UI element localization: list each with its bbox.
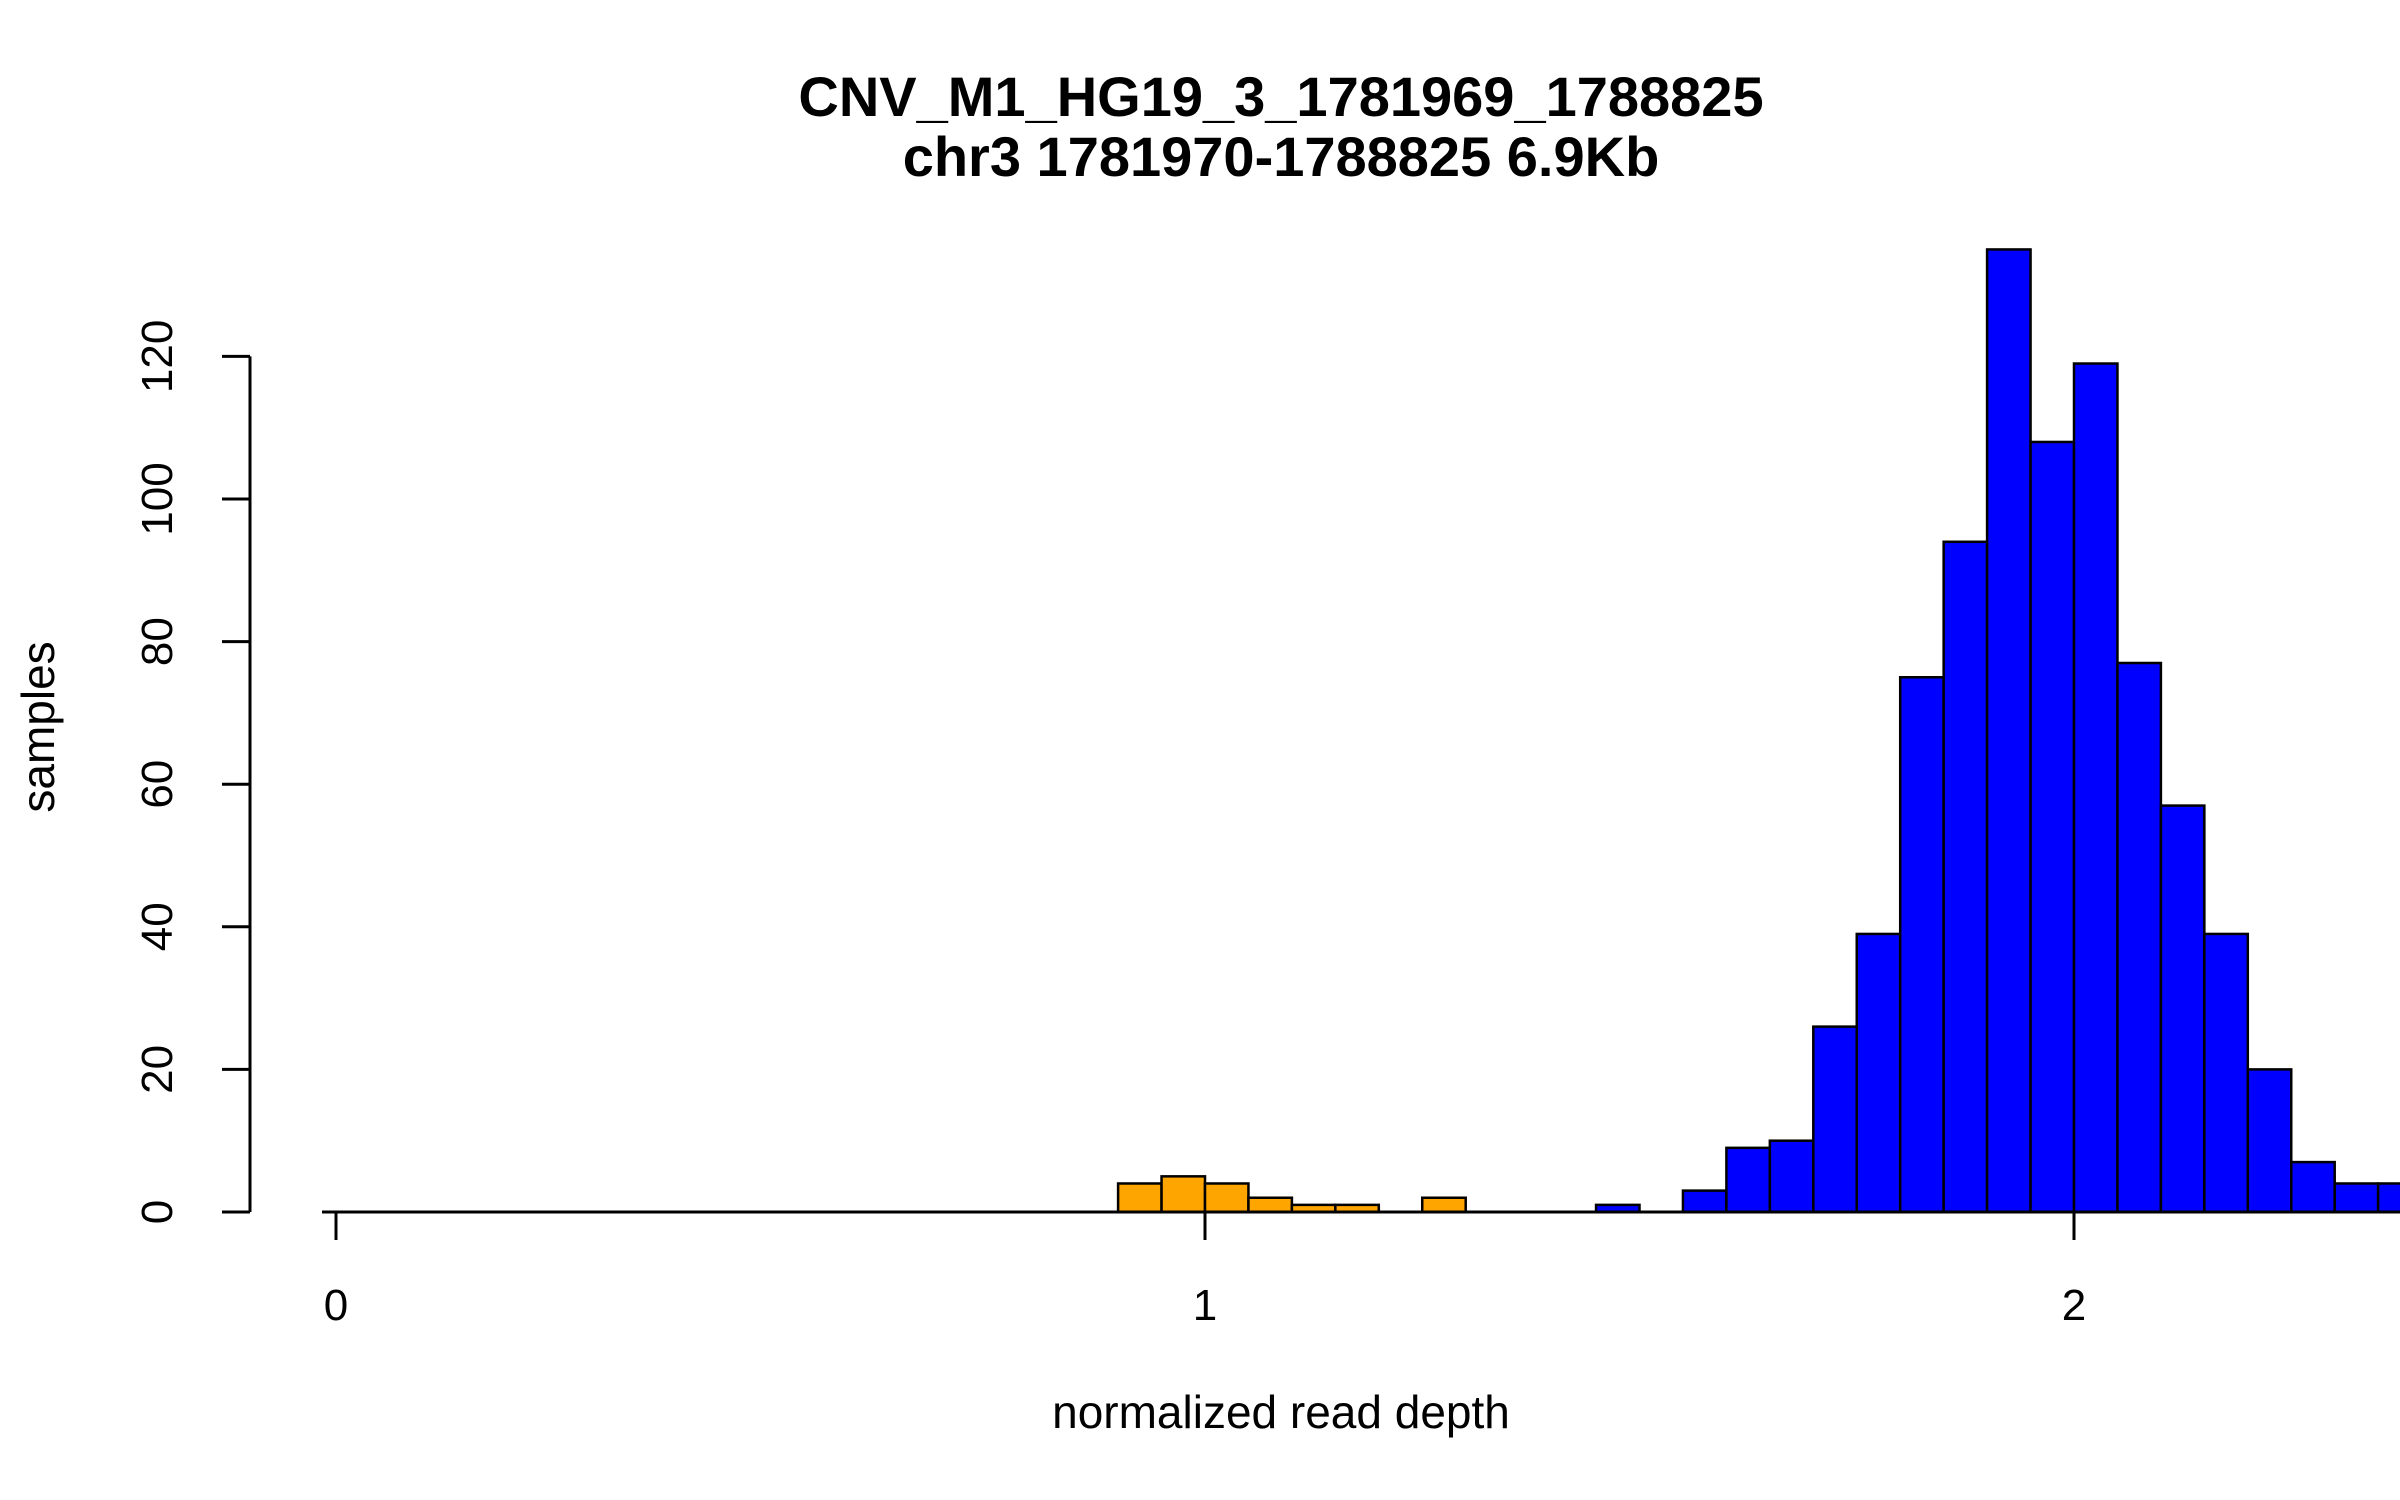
histogram-bar <box>1247 1196 1294 1214</box>
histogram-bar <box>1421 1196 1467 1214</box>
y-axis: 0 20 40 60 80 100 120 <box>133 320 252 1224</box>
histogram-bar <box>2203 932 2250 1214</box>
histogram-bar <box>1898 676 1945 1214</box>
histogram-bar <box>2333 1182 2380 1214</box>
chart-title: CNV_M1_HG19_3_1781969_1788825 <box>798 65 1763 128</box>
histogram-bar <box>1985 248 2032 1214</box>
x-axis: 01234 <box>324 1210 2400 1330</box>
y-tick-label: 120 <box>133 320 182 393</box>
histogram-bar <box>2159 804 2206 1214</box>
histogram-bar <box>1942 540 1989 1214</box>
histogram-bar <box>2376 1182 2400 1214</box>
histogram-bar <box>2072 362 2119 1214</box>
y-tick-label: 40 <box>133 902 182 951</box>
chart-subtitle: chr3 1781970-1788825 6.9Kb <box>903 125 1660 188</box>
y-tick-label: 80 <box>133 617 182 666</box>
histogram-bar <box>1768 1139 1815 1214</box>
histogram-bar <box>1160 1175 1207 1214</box>
y-axis-label: samples <box>12 641 64 812</box>
y-tick-label: 0 <box>133 1200 182 1224</box>
x-tick-label: 1 <box>1193 1281 1217 1330</box>
histogram-bar <box>1855 932 1902 1214</box>
histogram-bar <box>2290 1160 2336 1214</box>
bars-group <box>1116 248 2400 1214</box>
histogram-bar <box>2116 661 2163 1214</box>
histogram-bar <box>1812 1025 1859 1214</box>
histogram-bar <box>2246 1068 2293 1214</box>
y-tick-label: 100 <box>133 462 182 535</box>
histogram-bar <box>1725 1146 1772 1214</box>
histogram-bar <box>2029 440 2076 1214</box>
histogram-bar <box>1681 1189 1728 1214</box>
x-axis-label: normalized read depth <box>1052 1386 1510 1438</box>
x-tick-label: 0 <box>324 1281 348 1330</box>
x-tick-label: 2 <box>2062 1281 2086 1330</box>
y-tick-label: 60 <box>133 760 182 809</box>
histogram-bar <box>1116 1182 1163 1214</box>
histogram-bar <box>1203 1182 1250 1214</box>
y-tick-label: 20 <box>133 1045 182 1094</box>
